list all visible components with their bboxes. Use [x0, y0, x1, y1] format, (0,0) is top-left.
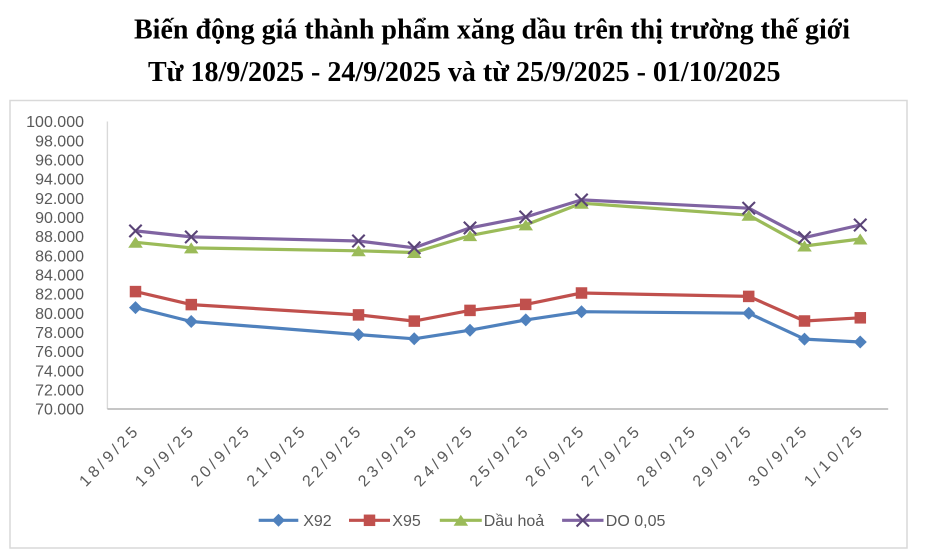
svg-text:Dầu hoả: Dầu hoả	[484, 513, 545, 530]
svg-text:96.000: 96.000	[35, 152, 84, 169]
svg-text:X95: X95	[392, 513, 421, 530]
svg-text:94.000: 94.000	[35, 172, 84, 189]
svg-text:88.000: 88.000	[35, 229, 84, 246]
svg-text:1/10/25: 1/10/25	[801, 421, 868, 490]
svg-text:100.000: 100.000	[26, 114, 84, 131]
svg-text:92.000: 92.000	[35, 191, 84, 208]
svg-text:80.000: 80.000	[35, 306, 84, 323]
svg-text:Biến động giá thành phẩm xăng: Biến động giá thành phẩm xăng dầu trên t…	[134, 15, 850, 46]
svg-text:Từ 18/9/2025 - 24/9/2025 và từ: Từ 18/9/2025 - 24/9/2025 và từ 25/9/2025…	[148, 57, 781, 88]
svg-text:90.000: 90.000	[35, 210, 84, 227]
svg-text:DO 0,05: DO 0,05	[606, 513, 666, 530]
svg-text:86.000: 86.000	[35, 248, 84, 265]
svg-text:84.000: 84.000	[35, 267, 84, 284]
svg-text:98.000: 98.000	[35, 133, 84, 150]
svg-text:70.000: 70.000	[35, 402, 84, 419]
svg-text:78.000: 78.000	[35, 325, 84, 342]
svg-text:76.000: 76.000	[35, 344, 84, 361]
svg-text:X92: X92	[303, 513, 332, 530]
svg-text:82.000: 82.000	[35, 287, 84, 304]
svg-text:74.000: 74.000	[35, 363, 84, 380]
svg-text:72.000: 72.000	[35, 382, 84, 399]
